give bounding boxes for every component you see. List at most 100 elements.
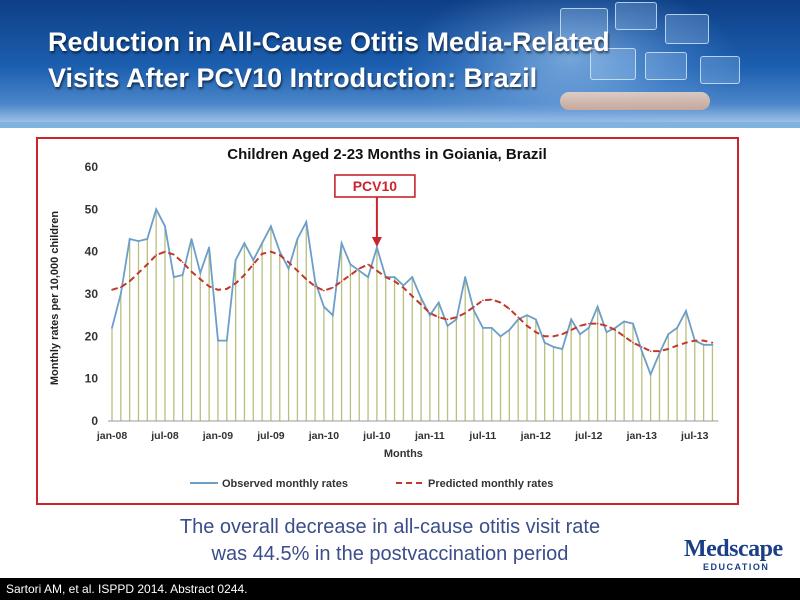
observed-point <box>711 343 714 346</box>
predicted-point <box>649 350 652 352</box>
predicted-point <box>120 286 122 289</box>
predicted-point <box>331 286 334 289</box>
predicted-point <box>243 274 246 276</box>
observed-point <box>517 318 520 321</box>
predicted-point <box>429 312 431 314</box>
chart-frame: 0 10 20 30 40 50 60 jan-08 jul-08 jan-09 jul-09 jan… <box>36 137 739 505</box>
chart: 0 10 20 30 40 50 60 jan-08 jul-08 jan-09 jul-09 jan… <box>49 146 719 490</box>
annotation-arrow-head <box>371 237 382 247</box>
observed-point <box>358 269 361 272</box>
observed-point <box>287 267 290 270</box>
predicted-point <box>402 286 405 289</box>
observed-point <box>676 326 679 329</box>
slide-title: Reduction in All-Cause Otitis Media-Rela… <box>48 24 728 96</box>
predicted-point <box>614 329 617 331</box>
observed-point <box>137 240 140 242</box>
x-tick-label: jul-10 <box>362 430 391 442</box>
x-tick-label: jul-09 <box>256 430 285 442</box>
predicted-point <box>579 324 581 327</box>
predicted-point <box>570 329 572 331</box>
observed-point <box>446 324 449 327</box>
medscape-logo: Medscape <box>684 536 783 562</box>
observed-point <box>270 225 272 228</box>
slide-title-line2: Visits After PCV10 Introduction: Brazil <box>48 63 538 93</box>
observed-point <box>685 310 687 312</box>
slide-title-line1: Reduction in All-Cause Otitis Media-Rela… <box>48 27 610 57</box>
y-tick-label: 0 <box>91 414 98 428</box>
observed-point <box>579 333 581 336</box>
observed-point <box>534 318 537 321</box>
predicted-point <box>605 324 608 327</box>
medscape-logo-sub: EDUCATION <box>703 562 770 572</box>
predicted-point <box>340 280 343 283</box>
predicted-point <box>411 295 414 297</box>
legend-label-observed: Observed monthly rates <box>222 478 348 490</box>
observed-point <box>314 280 316 283</box>
predicted-point <box>146 263 149 266</box>
predicted-point <box>596 322 599 325</box>
observed-point <box>490 326 493 329</box>
observed-point <box>702 343 705 346</box>
predicted-point <box>473 305 475 308</box>
predicted-point <box>658 350 661 352</box>
legend-label-predicted: Predicted monthly rates <box>428 478 553 490</box>
predicted-point <box>261 252 263 255</box>
predicted-point <box>278 254 281 256</box>
predicted-point <box>173 253 175 256</box>
observed-point <box>596 305 599 308</box>
predicted-point <box>508 308 511 310</box>
predicted-point <box>208 285 210 288</box>
observed-point <box>402 284 405 287</box>
header-banner: Reduction in All-Cause Otitis Media-Rela… <box>0 0 800 122</box>
predicted-point <box>137 272 140 274</box>
y-axis-label: Monthly rates per 10,000 children <box>49 211 61 386</box>
banner-hand <box>560 92 710 110</box>
observed-point <box>190 238 193 240</box>
x-tick-label: jul-08 <box>150 430 179 442</box>
citation: Sartori AM, et al. ISPPD 2014. Abstract … <box>6 582 248 596</box>
x-tick-label: jan-08 <box>96 430 128 442</box>
predicted-point <box>367 263 369 266</box>
summary-text: The overall decrease in all-cause otitis… <box>130 514 650 568</box>
predicted-point <box>446 318 449 321</box>
banner-decor-tile <box>590 48 636 80</box>
observed-point <box>481 326 484 329</box>
observed-point <box>587 326 590 329</box>
observed-point <box>667 333 670 336</box>
predicted-point <box>552 335 555 338</box>
banner-decor-tile <box>615 2 657 30</box>
observed-point <box>464 276 467 278</box>
predicted-point <box>623 335 625 338</box>
observed-point <box>181 274 184 276</box>
observed-point <box>561 348 564 350</box>
observed-point <box>543 341 546 344</box>
predicted-point <box>641 346 643 348</box>
observed-point <box>225 339 228 342</box>
observed-point <box>420 297 422 300</box>
x-tick-label: jul-13 <box>680 430 709 442</box>
predicted-point <box>314 285 316 288</box>
observed-point <box>614 326 617 329</box>
observed-point <box>411 276 414 278</box>
predicted-point <box>693 339 696 342</box>
observed-point <box>649 373 652 376</box>
observed-point <box>428 314 431 317</box>
x-tick-label: jan-11 <box>414 430 445 442</box>
predicted-point <box>588 322 590 325</box>
predicted-point <box>535 331 537 333</box>
banner-decor-tile <box>645 52 687 80</box>
predicted-point <box>384 276 387 278</box>
header-stripe <box>0 122 800 128</box>
predicted-point <box>667 348 670 350</box>
predicted-point <box>358 267 361 270</box>
predicted-point <box>252 263 255 266</box>
annotation-label: PCV10 <box>353 178 398 194</box>
observed-point <box>552 346 555 348</box>
banner-decor-tile <box>560 8 608 40</box>
observed-point <box>199 271 202 274</box>
y-tick-label: 60 <box>85 160 99 174</box>
predicted-point <box>499 301 502 304</box>
predicted-point <box>305 278 308 280</box>
observed-point <box>340 242 343 245</box>
observed-point <box>323 305 325 308</box>
